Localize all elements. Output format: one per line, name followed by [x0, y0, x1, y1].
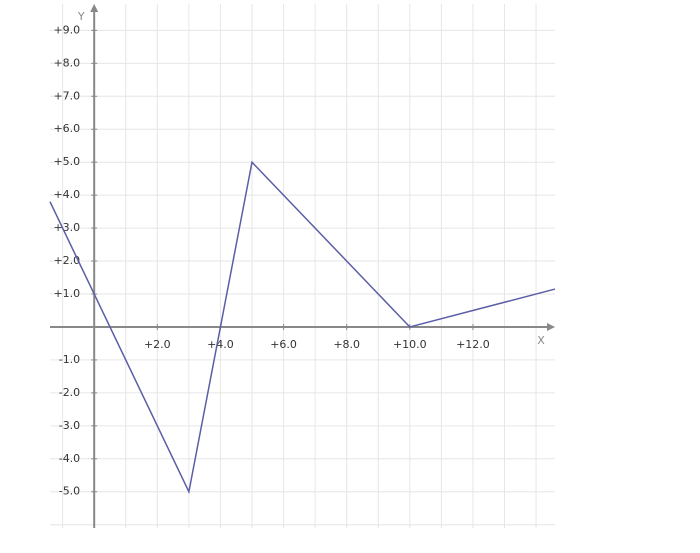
- y-tick-label: +5.0: [53, 155, 80, 168]
- y-tick-label: -5.0: [59, 485, 80, 498]
- y-tick-label: +8.0: [53, 56, 80, 69]
- x-tick-label: +8.0: [333, 338, 360, 351]
- y-tick-label: -4.0: [59, 452, 80, 465]
- x-tick-label: +12.0: [456, 338, 490, 351]
- y-tick-label: +4.0: [53, 188, 80, 201]
- y-tick-label: +3.0: [53, 221, 80, 234]
- plot-lines: [49, 160, 556, 495]
- x-axis-arrow: [547, 322, 555, 331]
- y-tick-label: -1.0: [59, 353, 80, 366]
- y-tick-label: +1.0: [53, 287, 80, 300]
- labels: +2.0 +4.0 +6.0 +8.0 +10.0 +12.0 -5.0 -4.0 -3.0 -2…: [53, 10, 545, 498]
- line-series: [49, 160, 556, 495]
- y-tick-label: +9.0: [53, 23, 80, 36]
- y-tick-label: +6.0: [53, 122, 80, 135]
- y-tick-label: -3.0: [59, 419, 80, 432]
- x-tick-label: +4.0: [207, 338, 234, 351]
- y-axis-label: Y: [77, 10, 85, 23]
- x-tick-label: +2.0: [144, 338, 171, 351]
- y-tick-label: -2.0: [59, 386, 80, 399]
- x-tick-label: +10.0: [393, 338, 427, 351]
- y-tick-label: +2.0: [53, 254, 80, 267]
- x-axis-label: X: [537, 334, 545, 347]
- y-tick-label: +7.0: [53, 89, 80, 102]
- grid: [50, 4, 555, 528]
- x-tick-label: +6.0: [270, 338, 297, 351]
- y-axis-arrow: [90, 4, 99, 12]
